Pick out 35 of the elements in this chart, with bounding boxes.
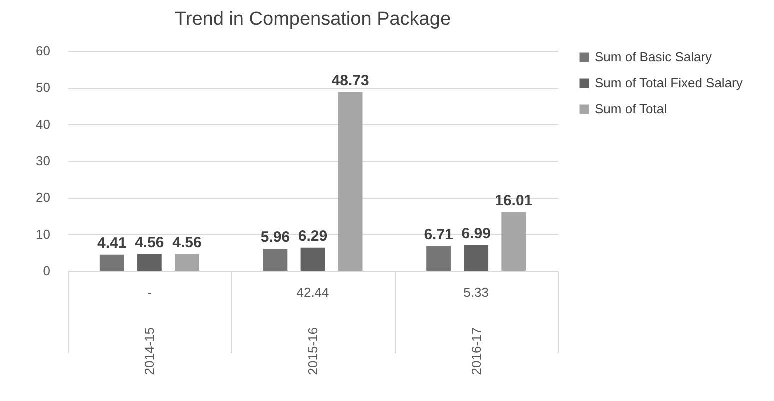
chart-title: Trend in Compensation Package [174,9,452,30]
legend-label: Sum of Total [595,102,668,116]
data-label: 4.56 [172,234,202,252]
y-tick-label: 50 [36,80,50,96]
text: 5.33 [464,285,489,300]
data-label: 48.73 [332,72,370,90]
y-tick-label: 0 [43,264,50,278]
bar [502,212,526,271]
text: - [147,285,152,300]
bar [263,249,288,271]
y-tick-label: 60 [36,44,50,58]
data-label: 4.56 [135,234,164,252]
data-label: 6.71 [424,226,454,244]
x-tick-label: 2014-15 [142,328,158,376]
bar [100,254,124,271]
x-tick-label: 2015-16 [306,328,320,376]
data-label: 16.01 [495,192,533,210]
y-tick-label: 10 [36,226,50,242]
data-label: 4.41 [98,234,127,252]
bar [137,254,162,271]
data-label: 6.99 [462,225,491,242]
legend-label: Sum of Total Fixed Salary [595,76,744,90]
y-tick-label: 20 [36,190,50,206]
x-tick-label: 2016-17 [468,328,484,376]
bar [464,245,489,271]
data-label: 6.29 [298,228,328,245]
data-label: 5.96 [260,229,290,246]
bar [175,254,200,271]
bar [338,92,363,271]
legend-label: Sum of Basic Salary [595,50,713,64]
bar [300,248,326,271]
y-tick-label: 40 [36,116,50,132]
y-tick-label: 30 [36,154,50,168]
text: 42.44 [296,285,330,300]
bar [426,246,451,271]
